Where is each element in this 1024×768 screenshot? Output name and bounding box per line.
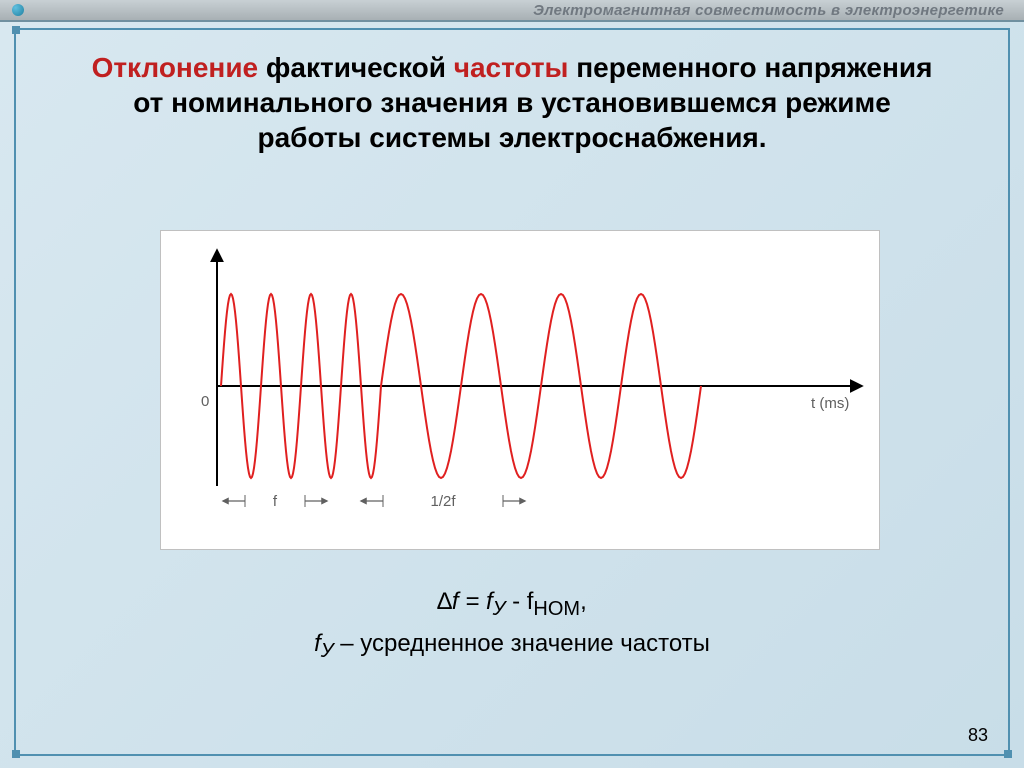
slide: Электромагнитная совместимость в электро… (0, 0, 1024, 768)
slide-title: Отклонение фактической частоты переменно… (80, 50, 944, 155)
corner-decoration (12, 750, 20, 758)
chart-svg: 0 t (ms) f 1/2f (161, 231, 881, 551)
formula-line-2: fУ – усредненное значение частоты (0, 627, 1024, 665)
formula-sub1: У (493, 598, 506, 620)
decorative-dot (12, 4, 24, 16)
formula-end: , (580, 588, 587, 615)
svg-text:0: 0 (201, 393, 209, 410)
formula-mid: - f (505, 588, 533, 615)
corner-decoration (1004, 750, 1012, 758)
formula2-f: f (314, 630, 321, 657)
title-text-1: фактической (258, 52, 454, 83)
topbar: Электромагнитная совместимость в электро… (0, 0, 1024, 22)
svg-text:t (ms): t (ms) (811, 395, 849, 412)
corner-decoration (12, 26, 20, 34)
formula-f: f = f (452, 588, 493, 615)
formula-block: ∆f = fУ - fНОМ, fУ – усредненное значени… (0, 585, 1024, 665)
formula2-sub: У (321, 640, 334, 662)
svg-text:f: f (273, 493, 278, 510)
formula-delta: ∆ (437, 588, 452, 615)
formula-line-1: ∆f = fУ - fНОМ, (0, 585, 1024, 623)
svg-text:1/2f: 1/2f (430, 493, 456, 510)
topbar-title: Электромагнитная совместимость в электро… (34, 2, 1024, 19)
title-accent-1: Отклонение (92, 52, 259, 83)
formula-sub2: НОМ (533, 598, 580, 620)
title-accent-2: частоты (454, 52, 569, 83)
frequency-deviation-chart: 0 t (ms) f 1/2f (160, 230, 880, 550)
page-number: 83 (968, 725, 988, 746)
formula2-rest: – усредненное значение частоты (334, 630, 710, 657)
